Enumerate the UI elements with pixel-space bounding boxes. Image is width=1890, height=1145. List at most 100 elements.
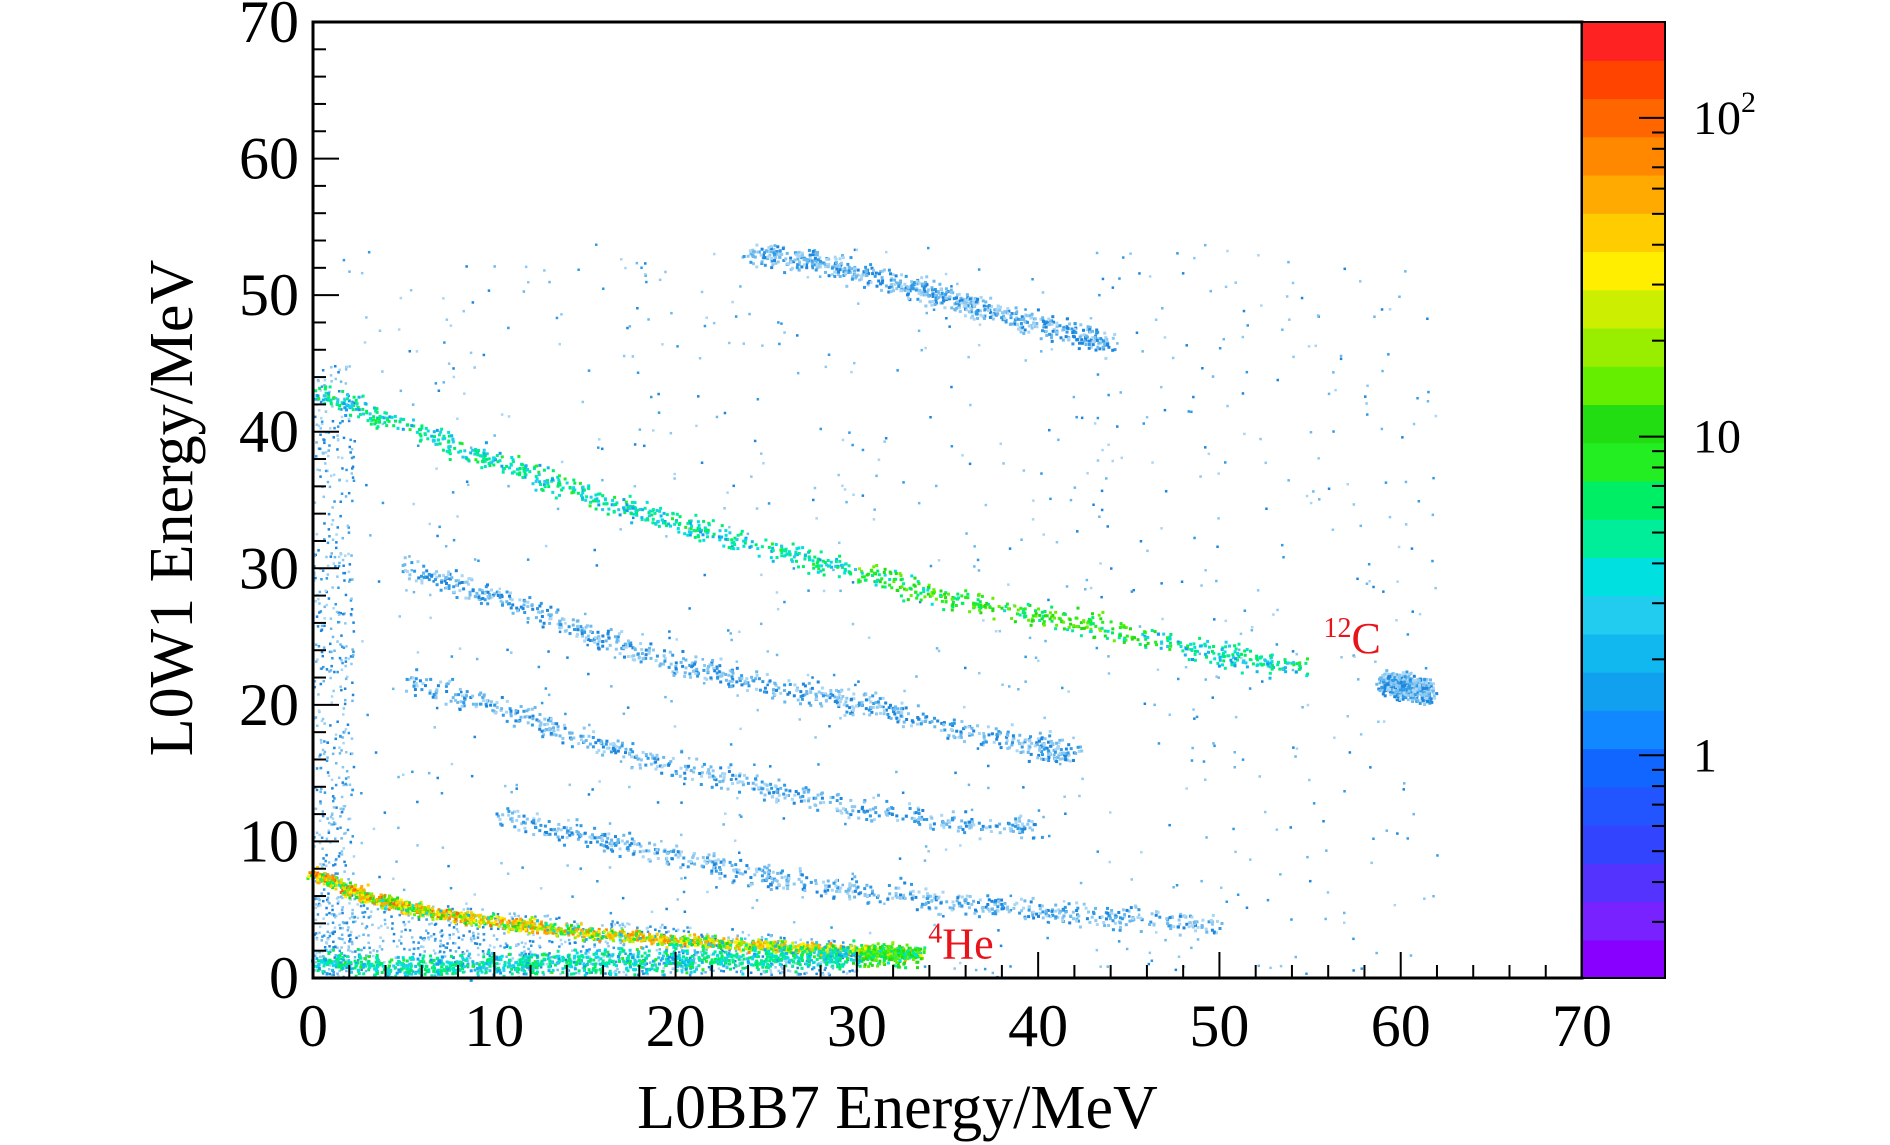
scatter-point: [1028, 314, 1032, 318]
scatter-point: [1130, 637, 1134, 641]
scatter-point: [369, 417, 372, 420]
scatter-point: [877, 458, 881, 461]
scatter-point: [346, 828, 350, 832]
scatter-point: [469, 351, 473, 355]
scatter-point: [808, 257, 812, 261]
scatter-point: [808, 549, 812, 553]
scatter-point: [351, 835, 354, 838]
scatter-point: [1385, 829, 1388, 832]
scatter-point: [1264, 810, 1267, 814]
scatter-point: [518, 467, 522, 470]
scatter-point: [1283, 666, 1287, 670]
scatter-point: [611, 498, 615, 502]
scatter-point: [313, 680, 317, 683]
scatter-point: [904, 286, 908, 290]
scatter-point: [1082, 626, 1086, 630]
scatter-point: [661, 923, 664, 927]
scatter-point: [1372, 837, 1375, 840]
scatter-point: [1401, 697, 1405, 701]
scatter-point: [778, 249, 782, 253]
scatter-point: [408, 555, 411, 558]
scatter-point: [325, 853, 328, 857]
scatter-point: [517, 914, 520, 918]
scatter-point: [335, 397, 338, 400]
scatter-point: [692, 954, 696, 957]
scatter-point: [414, 579, 418, 583]
scatter-point: [917, 582, 921, 586]
scatter-point: [1035, 322, 1039, 325]
scatter-point: [707, 965, 711, 969]
scatter-point: [550, 955, 553, 959]
scatter-point: [1395, 683, 1399, 687]
scatter-point: [711, 935, 714, 938]
scatter-point: [1092, 503, 1095, 506]
scatter-point: [1178, 641, 1182, 645]
scatter-point: [588, 926, 592, 930]
scatter-point: [980, 594, 984, 598]
scatter-point: [1061, 757, 1065, 761]
scatter-point: [462, 309, 465, 313]
scatter-point: [939, 593, 943, 597]
scatter-point: [836, 565, 840, 569]
scatter-point: [319, 433, 322, 436]
scatter-point: [973, 565, 976, 568]
scatter-point: [718, 538, 722, 542]
scatter-point: [433, 726, 436, 729]
scatter-point: [1087, 620, 1091, 624]
scatter-point: [999, 944, 1003, 948]
scatter-point: [718, 529, 722, 533]
scatter-point: [342, 783, 345, 787]
scatter-point: [705, 948, 708, 951]
scatter-point: [1180, 580, 1184, 583]
scatter-point: [823, 262, 827, 266]
scatter-point: [853, 269, 857, 273]
scatter-point: [1102, 339, 1105, 343]
scatter-point: [919, 598, 923, 602]
scatter-point: [1030, 312, 1034, 316]
scatter-point: [784, 549, 788, 553]
scatter-point: [728, 525, 731, 529]
scatter-point: [352, 395, 356, 399]
scatter-point: [493, 946, 496, 949]
scatter-point: [1306, 855, 1309, 859]
scatter-point: [1421, 693, 1425, 697]
scatter-point: [780, 554, 784, 558]
scatter-point: [775, 250, 779, 253]
scatter-point: [1046, 936, 1049, 940]
scatter-point: [1435, 692, 1439, 696]
scatter-point: [884, 810, 887, 814]
scatter-point: [1231, 655, 1235, 659]
scatter-point: [647, 514, 651, 518]
scatter-point: [1055, 321, 1059, 325]
scatter-point: [904, 274, 908, 278]
scatter-point: [317, 902, 321, 906]
scatter-point: [675, 929, 678, 933]
scatter-point: [1184, 647, 1188, 651]
scatter-point: [791, 266, 794, 270]
scatter-point: [1026, 750, 1030, 754]
scatter-point: [322, 863, 325, 866]
scatter-point: [675, 512, 679, 516]
scatter-point: [1111, 627, 1115, 631]
scatter-point: [316, 658, 319, 661]
scatter-point: [453, 961, 457, 964]
scatter-point: [356, 916, 360, 920]
scatter-point: [922, 286, 926, 290]
scatter-point: [930, 593, 934, 597]
scatter-point: [332, 436, 335, 439]
scatter-point: [397, 775, 400, 779]
scatter-point: [334, 822, 337, 825]
scatter-point: [976, 297, 980, 301]
scatter-point: [1402, 691, 1406, 695]
scatter-point: [440, 929, 444, 932]
scatter-point: [1129, 627, 1132, 631]
scatter-point: [1381, 680, 1385, 684]
scatter-point: [461, 938, 464, 941]
scatter-point: [686, 521, 690, 525]
scatter-point: [387, 419, 391, 423]
scatter-point: [981, 299, 985, 303]
scatter-point: [470, 774, 474, 778]
scatter-point: [811, 264, 814, 268]
scatter-point: [811, 676, 814, 679]
scatter-point: [739, 532, 743, 536]
